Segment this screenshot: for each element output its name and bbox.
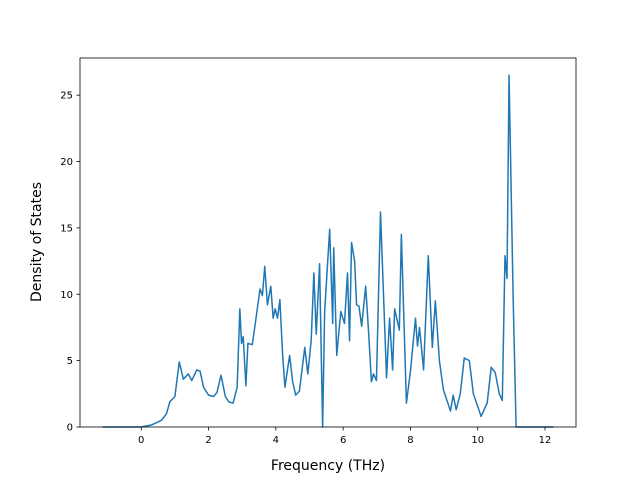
y-tick-label: 25 — [60, 91, 73, 102]
x-tick-label: 6 — [340, 435, 346, 446]
x-tick-label: 0 — [138, 435, 144, 446]
line-series — [102, 74, 554, 428]
x-tick-label: 8 — [407, 435, 413, 446]
x-tick-label: 2 — [205, 435, 211, 446]
x-axis-title: Frequency (THz) — [271, 458, 385, 474]
x-tick-label: 12 — [539, 435, 552, 446]
y-tick-label: 10 — [60, 290, 73, 301]
x-tick-label: 4 — [273, 435, 279, 446]
y-tick-label: 0 — [67, 423, 73, 434]
y-tick-label: 20 — [60, 157, 73, 168]
y-tick-label: 5 — [67, 356, 73, 367]
y-tick-label: 15 — [60, 223, 73, 234]
y-axis-title: Density of States — [29, 182, 45, 302]
plot-frame — [79, 57, 577, 428]
x-tick-label: 10 — [471, 435, 484, 446]
